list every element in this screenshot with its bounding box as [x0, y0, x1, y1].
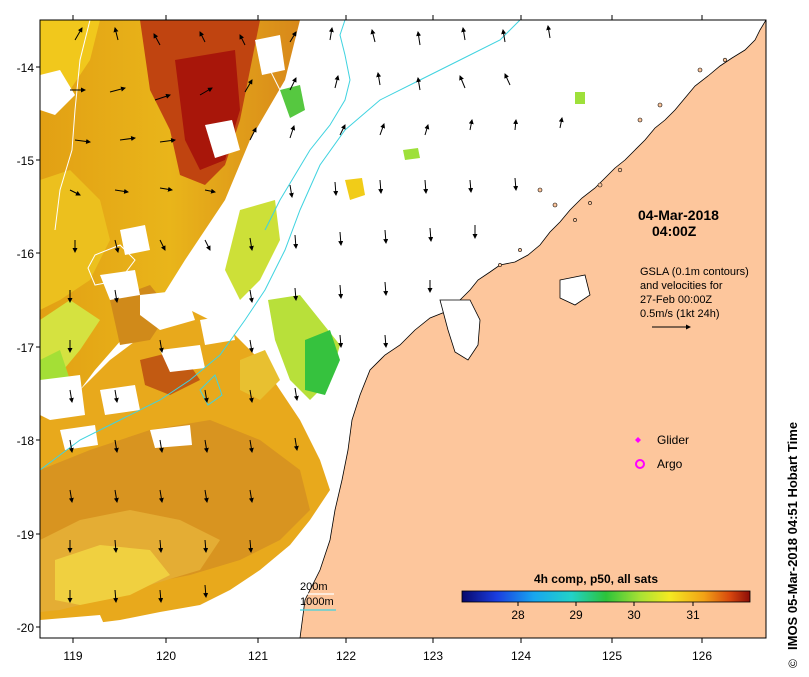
- lon-tick-label: 119: [63, 649, 82, 663]
- lat-ticks: [36, 66, 40, 628]
- platform-legend: Glider Argo: [635, 433, 689, 471]
- info-line: GSLA (0.1m contours): [640, 266, 749, 278]
- glider-marker-icon: [635, 437, 641, 443]
- lon-tick-label: 124: [511, 649, 531, 663]
- lat-tick-label: -18: [17, 434, 35, 448]
- colorbar-tick-label: 28: [511, 608, 525, 622]
- glider-legend-label: Glider: [657, 433, 689, 447]
- date-label: 04-Mar-2018: [638, 207, 719, 223]
- argo-legend-label: Argo: [657, 457, 683, 471]
- copyright-icon: ©: [786, 659, 800, 668]
- lat-tick-label: -14: [17, 61, 35, 75]
- sst-field: [40, 20, 585, 630]
- colorbar: 4h comp, p50, all sats 28 29 30 31: [461, 572, 751, 622]
- lat-tick-label: -16: [17, 247, 35, 261]
- lat-tick-label: -17: [17, 341, 35, 355]
- colorbar-title: 4h comp, p50, all sats: [534, 572, 658, 586]
- info-line: 27-Feb 00:00Z: [640, 294, 712, 306]
- lat-tick-label: -15: [17, 154, 35, 168]
- depth-legend: 200m 1000m: [300, 581, 336, 611]
- lon-tick-label: 125: [602, 649, 622, 663]
- latitude-axis: -14 -15 -16 -17 -18 -19 -20: [17, 61, 35, 635]
- longitude-axis: 119 120 121 122 123 124 125 126: [63, 649, 712, 663]
- lon-tick-label: 123: [423, 649, 443, 663]
- bay-cutout: [439, 299, 481, 361]
- argo-marker-icon: [635, 459, 645, 469]
- velocity-vectors: [67, 25, 564, 603]
- lon-tick-label: 126: [692, 649, 712, 663]
- colorbar-tick-label: 30: [627, 608, 641, 622]
- colorbar-tick-label: 31: [686, 608, 700, 622]
- inlet-cutout: [559, 274, 591, 306]
- lon-tick-label: 121: [248, 649, 268, 663]
- lat-tick-label: -19: [17, 528, 35, 542]
- depth-200m-label: 200m: [300, 581, 328, 593]
- lon-ticks: [72, 15, 703, 643]
- cloud-gaps: [40, 35, 285, 638]
- lon-tick-label: 120: [156, 649, 176, 663]
- islands: [498, 57, 728, 267]
- info-line: 0.5m/s (1kt 24h): [640, 308, 719, 320]
- depth-1000m-label: 1000m: [300, 596, 334, 608]
- land-mass: [299, 20, 766, 638]
- colorbar-tick-label: 29: [569, 608, 583, 622]
- plot-frame: [39, 19, 767, 639]
- time-label: 04:00Z: [652, 223, 697, 239]
- info-block: GSLA (0.1m contours) and velocities for …: [640, 266, 749, 320]
- info-line: and velocities for: [640, 280, 723, 292]
- credit-label: IMOS 05-Mar-2018 04:51 Hobart Time: [785, 422, 800, 650]
- bathymetry-contours: [40, 20, 521, 471]
- lon-tick-label: 122: [336, 649, 356, 663]
- colorbar-gradient: [461, 590, 751, 603]
- lat-tick-label: -20: [17, 621, 35, 635]
